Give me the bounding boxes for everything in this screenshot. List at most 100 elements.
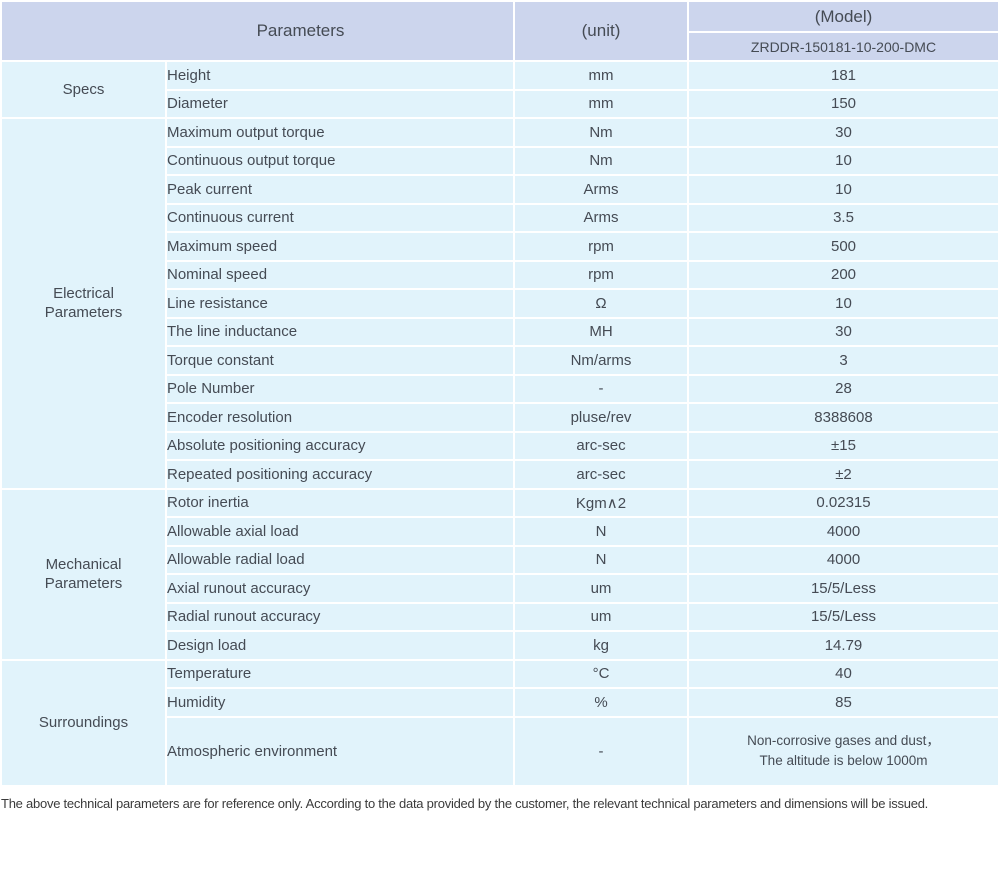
unit-cell: Arms <box>513 174 689 205</box>
param-cell: Maximum speed <box>165 231 515 262</box>
value-cell: ±2 <box>687 459 1000 490</box>
table-row: Mechanical Parameters Rotor inertia Kgm∧2 0.… <box>0 487 1000 661</box>
unit-cell: mm <box>513 60 689 91</box>
table-row: Specs Height mm 181 <box>0 60 1000 119</box>
value-cell: 181 <box>687 60 1000 91</box>
table-row: Absolute positioning accuracy arc-sec ±15 <box>1 430 1000 461</box>
param-cell: Pole Number <box>165 373 515 404</box>
table-row: Repeated positioning accuracy arc-sec ±2 <box>1 459 1000 490</box>
value-cell: 10 <box>687 174 1000 205</box>
unit-cell: kg <box>513 630 689 661</box>
category-cell-mechanical-parameters: Mechanical Parameters <box>0 487 167 661</box>
param-cell: Nominal speed <box>165 259 515 290</box>
unit-cell: - <box>513 373 689 404</box>
table-row: Design load kg 14.79 <box>1 630 1000 661</box>
value-cell: Non-corrosive gases and dust， The altitud… <box>687 715 1000 787</box>
param-cell: Peak current <box>165 174 515 205</box>
table-row: Line resistance Ω 10 <box>1 288 1000 319</box>
table-row: The line inductance MH 30 <box>1 316 1000 347</box>
param-cell: Rotor inertia <box>165 487 515 518</box>
unit-cell: N <box>513 544 689 575</box>
category-cell-surroundings: Surroundings <box>0 658 167 787</box>
table-row: Allowable axial load N 4000 <box>1 516 1000 547</box>
unit-cell: °C <box>513 658 689 689</box>
value-cell: 3 <box>687 345 1000 376</box>
unit-cell: mm <box>513 88 689 119</box>
unit-cell: Arms <box>513 202 689 233</box>
unit-cell: Kgm∧2 <box>513 487 689 518</box>
table-row: Radial runout accuracy um 15/5/Less <box>1 601 1000 632</box>
table-row: Surroundings Temperature °C 40 <box>0 658 1000 787</box>
value-cell: 200 <box>687 259 1000 290</box>
value-cell: 3.5 <box>687 202 1000 233</box>
param-cell: Axial runout accuracy <box>165 573 515 604</box>
unit-cell: MH <box>513 316 689 347</box>
unit-cell: Nm/arms <box>513 345 689 376</box>
unit-cell: rpm <box>513 259 689 290</box>
unit-cell: Nm <box>513 117 689 148</box>
param-cell: Radial runout accuracy <box>165 601 515 632</box>
value-cell: 28 <box>687 373 1000 404</box>
value-cell: 0.02315 <box>687 487 1000 518</box>
table-row: Allowable radial load N 4000 <box>1 544 1000 575</box>
param-cell: Temperature <box>165 658 515 689</box>
value-cell: 8388608 <box>687 402 1000 433</box>
value-cell: 150 <box>687 88 1000 119</box>
model-column-header: (Model) <box>687 0 1000 33</box>
unit-cell: um <box>513 601 689 632</box>
value-cell: ±15 <box>687 430 1000 461</box>
param-cell: Continuous current <box>165 202 515 233</box>
value-cell: 85 <box>687 687 1000 718</box>
value-cell: 15/5/Less <box>687 601 1000 632</box>
param-cell: Torque constant <box>165 345 515 376</box>
table-body: Specs Height mm 181 Diameter mm 150 Electrical P… <box>0 60 1000 787</box>
param-cell: Maximum output torque <box>165 117 515 148</box>
unit-cell: pluse/rev <box>513 402 689 433</box>
param-cell: Atmospheric environment <box>165 715 515 787</box>
footnote: The above technical parameters are for r… <box>1 795 929 811</box>
unit-cell: um <box>513 573 689 604</box>
param-cell: Design load <box>165 630 515 661</box>
unit-column-header: (unit) <box>513 0 689 62</box>
unit-cell: % <box>513 687 689 718</box>
category-cell-electrical-parameters: Electrical Parameters <box>0 117 167 490</box>
table-row: Continuous output torque Nm 10 <box>1 145 1000 176</box>
table-row: Electrical Parameters Maximum output torqu… <box>0 117 1000 490</box>
value-cell: 10 <box>687 145 1000 176</box>
table-row: Atmospheric environment - Non-corrosive ga… <box>1 715 1000 787</box>
table-row: Maximum speed rpm 500 <box>1 231 1000 262</box>
param-cell: Repeated positioning accuracy <box>165 459 515 490</box>
unit-cell: Nm <box>513 145 689 176</box>
param-cell: The line inductance <box>165 316 515 347</box>
unit-cell: - <box>513 715 689 787</box>
category-cell-specs: Specs <box>0 60 167 119</box>
table-row: Torque constant Nm/arms 3 <box>1 345 1000 376</box>
unit-cell: N <box>513 516 689 547</box>
param-cell: Continuous output torque <box>165 145 515 176</box>
table-row: Humidity% 85 <box>1 687 1000 718</box>
table-row: Peak current Arms 10 <box>1 174 1000 205</box>
table-row: Continuous current Arms 3.5 <box>1 202 1000 233</box>
value-cell: 4000 <box>687 544 1000 575</box>
param-cell: Diameter <box>165 88 515 119</box>
value-cell: 500 <box>687 231 1000 262</box>
param-cell: Height <box>165 60 515 91</box>
unit-cell: arc-sec <box>513 430 689 461</box>
unit-cell: arc-sec <box>513 459 689 490</box>
value-cell: 10 <box>687 288 1000 319</box>
value-cell: 4000 <box>687 516 1000 547</box>
parameters-column-header: Parameters <box>0 0 515 62</box>
value-cell: 30 <box>687 117 1000 148</box>
unit-cell: Ω <box>513 288 689 319</box>
value-cell: 14.79 <box>687 630 1000 661</box>
param-cell: Allowable radial load <box>165 544 515 575</box>
param-cell: Allowable axial load <box>165 516 515 547</box>
table-row: Axial runout accuracy um 15/5/Less <box>1 573 1000 604</box>
spec-table: Parameters (unit) (Model) ZRDDR-150181-1… <box>0 0 1000 787</box>
model-number-header: ZRDDR-150181-10-200-DMC <box>687 31 1000 62</box>
value-cell: 40 <box>687 658 1000 689</box>
value-cell: 30 <box>687 316 1000 347</box>
param-cell: Humidity <box>165 687 515 718</box>
value-cell: 15/5/Less <box>687 573 1000 604</box>
